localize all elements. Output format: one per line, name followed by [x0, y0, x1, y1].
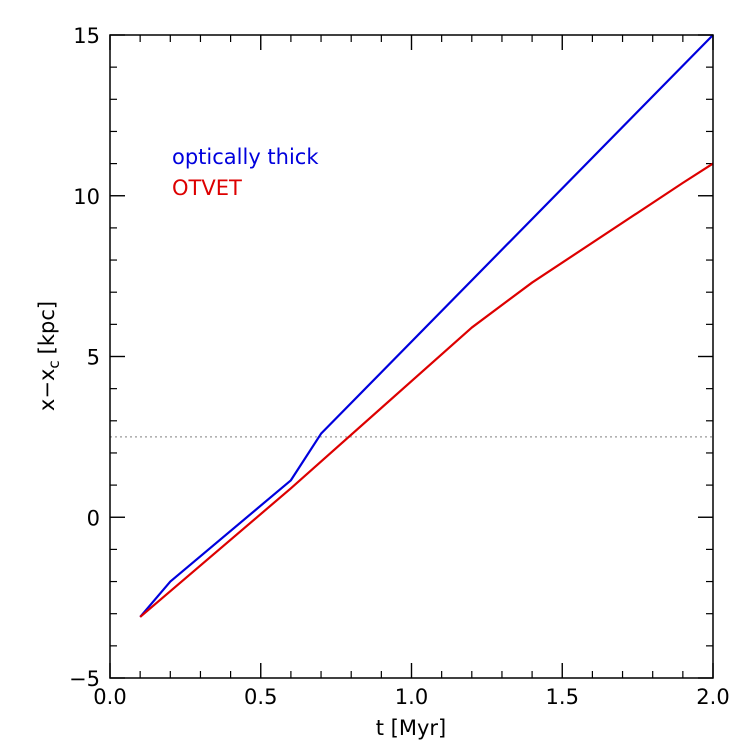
y-tick-label: 0 [87, 506, 100, 530]
y-tick-label: −5 [69, 667, 100, 691]
x-axis-label: t [Myr] [376, 716, 446, 740]
series-line-optically-thick [139, 34, 714, 618]
y-label-subscript: c [45, 360, 63, 368]
x-tick-label: 2.0 [696, 685, 729, 709]
y-tick-label: 10 [73, 185, 100, 209]
x-tick-label: 0.5 [244, 685, 277, 709]
y-tick-label: 5 [87, 346, 100, 370]
legend: optically thick OTVET [172, 145, 319, 200]
legend-entry-otvet: OTVET [172, 176, 242, 200]
x-tick-label: 1.5 [546, 685, 579, 709]
y-tick-label: 15 [73, 24, 100, 48]
plot-area [110, 35, 713, 678]
series-line-otvet [139, 162, 714, 618]
y-label-unit: [kpc] [35, 301, 59, 354]
y-label-minus: − [35, 381, 59, 399]
series-group [139, 34, 714, 618]
y-label-base: x [35, 399, 59, 411]
tick-labels: 0.0 0.5 1.0 1.5 2.0 −5 0 5 10 15 [69, 24, 730, 709]
y-label-var: x [35, 369, 59, 381]
x-tick-label: 1.0 [395, 685, 428, 709]
x-tick-label: 0.0 [93, 685, 126, 709]
y-axis-label: x−xc[kpc] [35, 301, 63, 411]
plot-frame [109, 34, 714, 679]
legend-entry-optically-thick: optically thick [172, 145, 319, 169]
